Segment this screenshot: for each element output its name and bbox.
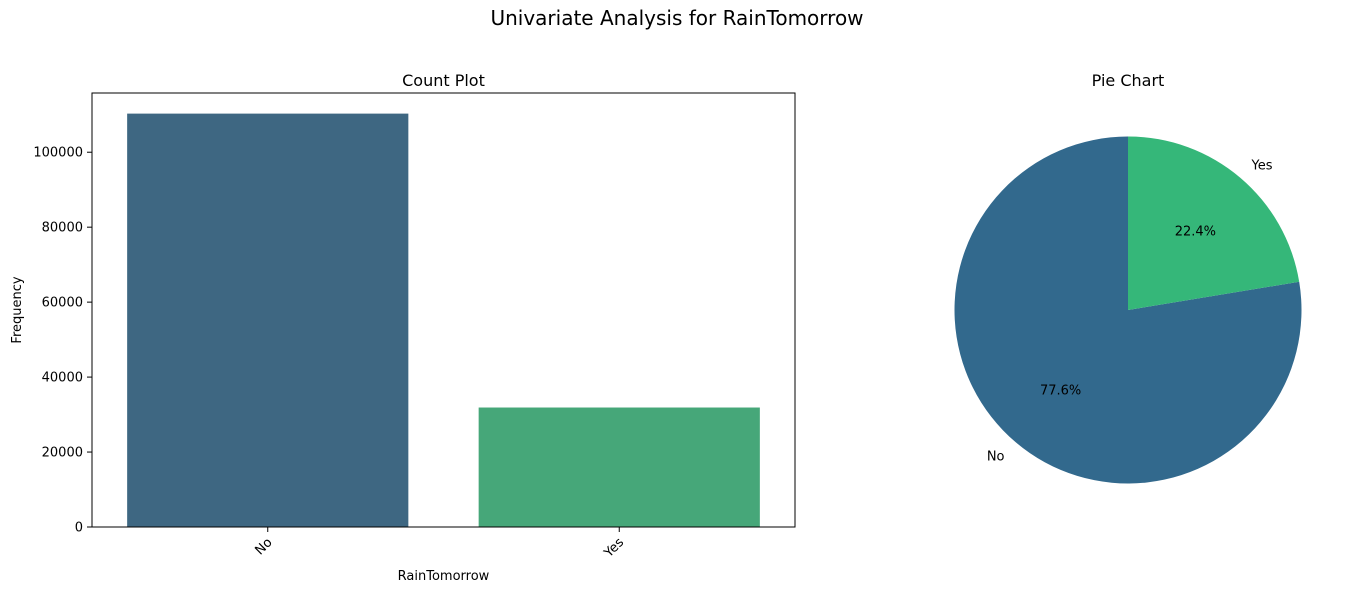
x-tick-label: Yes (601, 535, 627, 561)
y-tick-label: 40000 (42, 371, 83, 386)
bar-marks (127, 113, 760, 527)
pie-chart-title: Pie Chart (1092, 71, 1165, 90)
pie-marks: 77.6% No 22.4% Yes (954, 136, 1302, 484)
pie-slice-yes (1128, 136, 1300, 310)
plot-frame (91, 92, 796, 528)
pie-percent-label: 22.4% (1175, 225, 1216, 240)
y-tick-label: 0 (75, 521, 83, 536)
pie-chart: Pie Chart 77.6% No 22.4% Yes (954, 71, 1302, 484)
figure-title: Univariate Analysis for RainTomorrow (490, 6, 863, 30)
count-plot: Count Plot 0 20000 40000 60000 80000 100000 N… (10, 71, 796, 584)
y-tick-label: 20000 (42, 446, 83, 461)
y-tick-label: 60000 (42, 296, 83, 311)
y-axis-label: Frequency (10, 276, 25, 343)
y-axis-ticks: 0 20000 40000 60000 80000 100000 (33, 146, 92, 536)
bar-yes (478, 407, 760, 527)
count-plot-title: Count Plot (402, 71, 485, 90)
y-tick-label: 100000 (33, 146, 83, 161)
bar-no (127, 113, 409, 527)
x-axis-label: RainTomorrow (398, 569, 490, 584)
y-tick-label: 80000 (42, 221, 83, 236)
x-axis-ticks: No Yes (252, 527, 627, 561)
pie-slice-label: Yes (1250, 158, 1272, 173)
pie-percent-label: 77.6% (1040, 383, 1081, 398)
pie-slice-label: No (987, 450, 1005, 465)
x-tick-label: No (252, 535, 275, 558)
